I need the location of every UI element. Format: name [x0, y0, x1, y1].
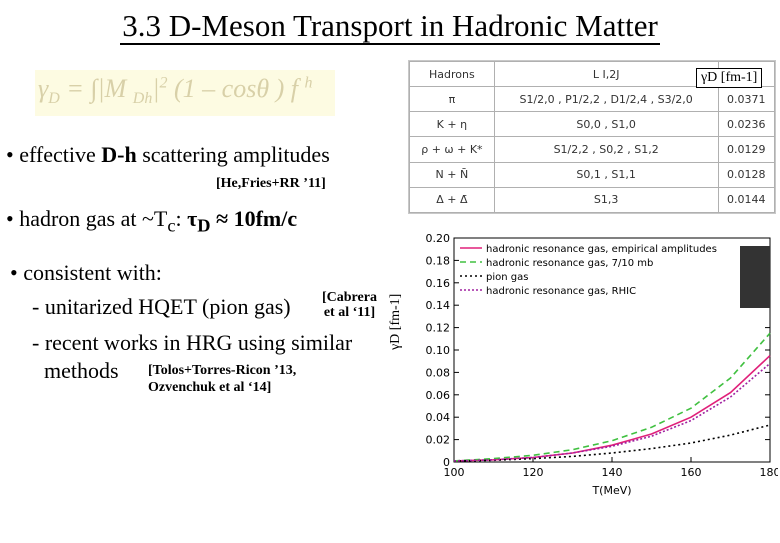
- x-tick-label: 180: [760, 466, 779, 479]
- gamma-vs-temperature-plot: 0 0.02 0.04 0.06 0.08 0.10 0.12 0.14 0.16 0.18 0.2…: [398, 230, 780, 538]
- table-cell: S0,1 , S1,1: [493, 161, 719, 188]
- legend-entry: hadronic resonance gas, empirical amplit…: [486, 244, 717, 255]
- table-cell: π: [409, 86, 495, 113]
- formula-lhs-sub: D: [48, 90, 60, 108]
- table-cell: S1/2,0 , P1/2,2 , D1/2,4 , S3/2,0: [493, 86, 719, 113]
- citation-cabrera-b: et al ‘11]: [323, 305, 376, 320]
- table-cell: Δ + Δ̄: [409, 186, 495, 214]
- chart-svg: 0 0.02 0.04 0.06 0.08 0.10 0.12 0.14 0.16 0.18 0.2…: [426, 232, 780, 497]
- bullet2-prefix: • hadron gas at ~T: [6, 206, 168, 231]
- y-tick-label: 0.02: [426, 434, 451, 447]
- y-tick-label: 0.18: [426, 254, 451, 267]
- citation-cabrera: [Cabrera et al ‘11]: [322, 290, 377, 320]
- x-tick-label: 100: [444, 466, 465, 479]
- formula-f-sup: h: [304, 74, 313, 92]
- formula-bar: |: [152, 74, 160, 103]
- table-cell: 0.0128: [717, 161, 776, 188]
- bullet-hqet: - unitarized HQET (pion gas): [32, 294, 291, 319]
- slide-title: 3.3 D-Meson Transport in Hadronic Matter: [0, 8, 780, 45]
- table-row: Δ + Δ̄ S1,3 0.0144: [409, 186, 776, 214]
- y-tick-label: 0.04: [426, 411, 451, 424]
- y-tick-label: 0.16: [426, 277, 451, 290]
- table-cell: 0.0144: [717, 186, 776, 214]
- bullet1-bold: D-h: [101, 142, 137, 167]
- y-tick-label: 0: [443, 456, 450, 469]
- table-row: K + η S0,0 , S1,0 0.0236: [409, 111, 776, 138]
- citation-he-fries: [He,Fries+RR ’11]: [216, 176, 326, 191]
- x-axis-label: T(MeV): [591, 484, 631, 497]
- bullet-hadron-gas: • hadron gas at ~Tc: τD ≈ 10fm/c: [6, 206, 297, 236]
- formula-lhs: γ: [38, 74, 49, 103]
- y-tick-label: 0.14: [426, 299, 451, 312]
- formula-background: [35, 70, 335, 116]
- bullet2-colon: :: [175, 206, 188, 231]
- citation-tolos-b: Ozvenchuk et al ‘14]: [148, 380, 272, 395]
- table-row: π S1/2,0 , P1/2,2 , D1/2,4 , S3/2,0 0.03…: [409, 86, 776, 113]
- table-cell: 0.0129: [717, 136, 776, 163]
- bullet1-suffix: scattering amplitudes: [136, 142, 330, 167]
- y-tick-label: 0.20: [426, 232, 451, 245]
- legend-entry: pion gas: [486, 272, 528, 283]
- citation-tolos: [Tolos+Torres-Ricon ’13, Ozvenchuk et al…: [148, 362, 296, 396]
- y-tick-label: 0.08: [426, 366, 451, 379]
- formula-m-sub: Dh: [132, 90, 153, 108]
- table-cell: ρ + ω + K*: [409, 136, 495, 163]
- table-cell: S1,3: [493, 186, 719, 214]
- table-row: ρ + ω + K* S1/2,2 , S0,2 , S1,2 0.0129: [409, 136, 776, 163]
- bullet2-sub: c: [167, 215, 176, 236]
- bullet2-tau: τ: [187, 206, 198, 231]
- series-line: [453, 332, 771, 462]
- formula-square: 2: [159, 74, 168, 92]
- series-line: [453, 362, 771, 462]
- y-tick-label: 0.12: [426, 322, 451, 335]
- y-tick-label: 0.10: [426, 344, 451, 357]
- y-tick-label: 0.06: [426, 389, 451, 402]
- table-cell: S1/2,2 , S0,2 , S1,2: [493, 136, 719, 163]
- table-cell: 0.0236: [717, 111, 776, 138]
- table-cell: 0.0371: [717, 86, 776, 113]
- bullet-consistent: • consistent with:: [10, 260, 162, 285]
- plot-y-label: γD [fm-1]: [388, 293, 403, 350]
- table-cell: K + η: [409, 111, 495, 138]
- citation-cabrera-a: [Cabrera: [322, 290, 377, 305]
- legend-overlay-box: [740, 246, 770, 308]
- slide-title-text: 3.3 D-Meson Transport in Hadronic Matter: [120, 8, 660, 45]
- plot-frame: [453, 237, 771, 463]
- bullet-methods: methods: [44, 358, 119, 383]
- formula-eq: = ∫|M: [59, 74, 133, 103]
- gamma-column-label: γD [fm-1]: [696, 68, 763, 88]
- bullet1-prefix: • effective: [6, 142, 102, 167]
- table-cell: N + N̄: [409, 161, 495, 188]
- scattering-rate-formula: γD = ∫|M Dh|2 (1 – cosθ ) f h: [38, 74, 313, 108]
- x-tick-label: 160: [681, 466, 702, 479]
- bullet-hrg: - recent works in HRG using similar: [32, 330, 353, 355]
- x-tick-label: 140: [602, 466, 623, 479]
- x-tick-label: 120: [523, 466, 544, 479]
- legend-entry: hadronic resonance gas, 7/10 mb: [486, 258, 653, 269]
- formula-rest: (1 – cosθ ) f: [167, 74, 305, 103]
- bullet2-value: ≈ 10fm/c: [210, 206, 298, 231]
- citation-tolos-a: [Tolos+Torres-Ricon ’13,: [148, 363, 297, 378]
- table-row: N + N̄ S0,1 , S1,1 0.0128: [409, 161, 776, 188]
- legend-entry: hadronic resonance gas, RHIC: [486, 286, 636, 297]
- table-header: L I,2J: [493, 60, 719, 88]
- bullet2-tau-sub: D: [197, 215, 211, 236]
- table-header: Hadrons: [409, 60, 495, 88]
- table-cell: S0,0 , S1,0: [493, 111, 719, 138]
- bullet-scattering-amplitudes: • effective D-h scattering amplitudes: [6, 142, 330, 168]
